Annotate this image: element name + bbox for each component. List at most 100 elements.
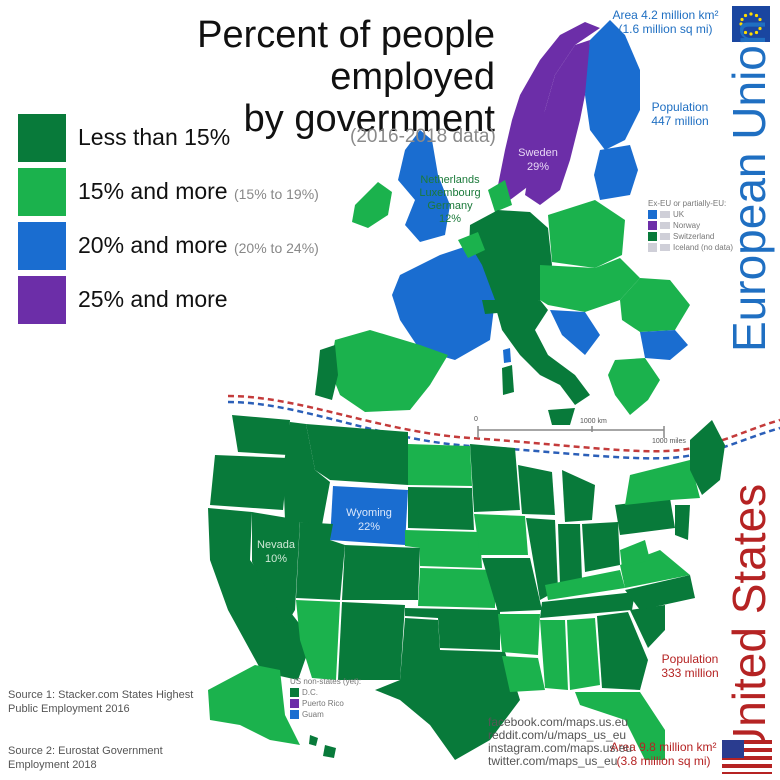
state-arizona bbox=[296, 600, 340, 680]
social-facebook[interactable]: facebook.com/maps.us.eu bbox=[488, 715, 629, 729]
ex-eu-item: Switzerland bbox=[648, 231, 733, 242]
state-ohio bbox=[582, 522, 620, 572]
state-wyoming bbox=[330, 486, 408, 545]
state-utah bbox=[296, 522, 345, 600]
uk-flag-icon bbox=[660, 211, 670, 218]
state-north-carolina bbox=[625, 575, 695, 610]
state-alaska bbox=[208, 665, 300, 745]
legend-label: 20% and more (20% to 24%) bbox=[78, 232, 319, 258]
state-louisiana bbox=[502, 656, 545, 692]
legend-item-15: 15% and more (15% to 19%) bbox=[18, 168, 338, 216]
source-1: Source 1: Stacker.com States Highest Pub… bbox=[8, 689, 194, 715]
state-missouri bbox=[482, 558, 542, 612]
region-denmark bbox=[488, 180, 512, 212]
region-ireland bbox=[352, 182, 392, 228]
social-reddit[interactable]: reddit.com/u/maps_us_eu bbox=[488, 728, 627, 742]
region-sweden bbox=[525, 40, 590, 205]
state-florida bbox=[575, 692, 665, 760]
switzerland-flag-icon bbox=[660, 233, 670, 240]
state-alabama bbox=[567, 618, 600, 690]
region-spain bbox=[330, 330, 448, 412]
scale-miles: 1000 miles bbox=[652, 438, 686, 445]
legend-label: 15% and more (15% to 19%) bbox=[78, 178, 319, 204]
territory-item: Guam bbox=[290, 709, 361, 720]
region-romania bbox=[620, 278, 690, 332]
state-north-dakota bbox=[408, 444, 472, 486]
state-georgia bbox=[597, 612, 648, 690]
state-kansas bbox=[418, 568, 495, 608]
label-sweden: Sweden 29% bbox=[518, 147, 558, 173]
region-norway bbox=[498, 22, 600, 200]
state-nevada bbox=[252, 512, 300, 625]
legend-swatch bbox=[18, 168, 66, 216]
social-links: facebook.com/maps.us.eu reddit.com/u/map… bbox=[488, 716, 632, 768]
region-poland bbox=[548, 200, 625, 268]
state-south-dakota bbox=[408, 487, 474, 530]
scale-km: 1000 km bbox=[580, 418, 607, 425]
ex-eu-title: Ex-EU or partially-EU: bbox=[648, 199, 727, 208]
state-idaho bbox=[283, 422, 330, 525]
data-note: (2016-2018 data) bbox=[350, 126, 496, 147]
region-uk bbox=[398, 130, 450, 242]
region-bulgaria bbox=[640, 330, 688, 360]
legend-swatch bbox=[18, 114, 66, 162]
legend-label: Less than 15% bbox=[78, 124, 231, 150]
eu-population: Population 447 million bbox=[651, 100, 709, 128]
region-belgium bbox=[458, 232, 485, 258]
region-finland bbox=[585, 20, 640, 150]
social-instagram[interactable]: instagram.com/maps.us.eu bbox=[488, 741, 633, 755]
territory-item: Puerto Rico bbox=[290, 698, 361, 709]
usa-map bbox=[208, 415, 725, 760]
state-nebraska bbox=[405, 530, 482, 568]
norway-flag-icon bbox=[660, 222, 670, 229]
state-new-england bbox=[690, 420, 725, 495]
region-switzerland bbox=[482, 300, 510, 314]
legend-swatch bbox=[18, 222, 66, 270]
state-illinois bbox=[526, 518, 558, 600]
state-colorado bbox=[342, 545, 420, 600]
state-arkansas bbox=[498, 614, 540, 655]
us-flag-icon bbox=[722, 740, 772, 774]
ex-eu-list: Ex-EU or partially-EU: UK Norway Switzer… bbox=[648, 198, 733, 253]
state-michigan bbox=[562, 470, 595, 522]
region-croatia bbox=[550, 310, 600, 355]
label-wyoming: Wyoming 22% bbox=[346, 507, 392, 533]
iceland-flag-icon bbox=[660, 244, 670, 251]
source-2: Source 2: Eurostat Government Employment… bbox=[8, 745, 163, 771]
region-sardinia bbox=[502, 365, 514, 395]
state-tennessee bbox=[540, 592, 635, 618]
state-kentucky bbox=[545, 570, 625, 600]
legend-label: 25% and more bbox=[78, 286, 228, 312]
legend-swatch bbox=[18, 276, 66, 324]
us-territories: US non-states (yet): D.C. Puerto Rico Gu… bbox=[290, 676, 361, 720]
state-new-mexico bbox=[338, 602, 405, 680]
state-pennsylvania bbox=[615, 498, 675, 535]
state-new-jersey bbox=[675, 505, 690, 540]
legend-item-25: 25% and more bbox=[18, 276, 338, 324]
state-mississippi bbox=[540, 620, 568, 690]
state-california bbox=[208, 508, 312, 680]
divider-red bbox=[227, 394, 780, 453]
scale-zero: 0 bbox=[474, 416, 478, 423]
state-washington bbox=[232, 415, 290, 455]
state-hawaii bbox=[309, 735, 336, 758]
eu-area: Area 4.2 million km² (1.6 million sq mi) bbox=[612, 8, 719, 36]
state-oregon bbox=[210, 455, 288, 510]
state-indiana bbox=[558, 524, 582, 585]
us-population: Population 333 million bbox=[661, 652, 719, 680]
scale-bar bbox=[477, 426, 665, 438]
territory-item: D.C. bbox=[290, 687, 361, 698]
territories-title: US non-states (yet): bbox=[290, 677, 362, 686]
region-greece bbox=[608, 358, 660, 415]
us-vertical-label: United States bbox=[723, 483, 775, 760]
label-nevada: Nevada 10% bbox=[257, 539, 295, 565]
europe-map bbox=[315, 20, 690, 425]
legend-item-lt15: Less than 15% bbox=[18, 114, 338, 162]
legend-item-20: 20% and more (20% to 24%) bbox=[18, 222, 338, 270]
region-portugal bbox=[315, 345, 338, 400]
title-line-2: by government bbox=[243, 98, 495, 140]
region-france bbox=[392, 245, 495, 360]
social-twitter[interactable]: twitter.com/maps_us_eu bbox=[488, 754, 618, 768]
state-minnesota bbox=[470, 444, 520, 512]
